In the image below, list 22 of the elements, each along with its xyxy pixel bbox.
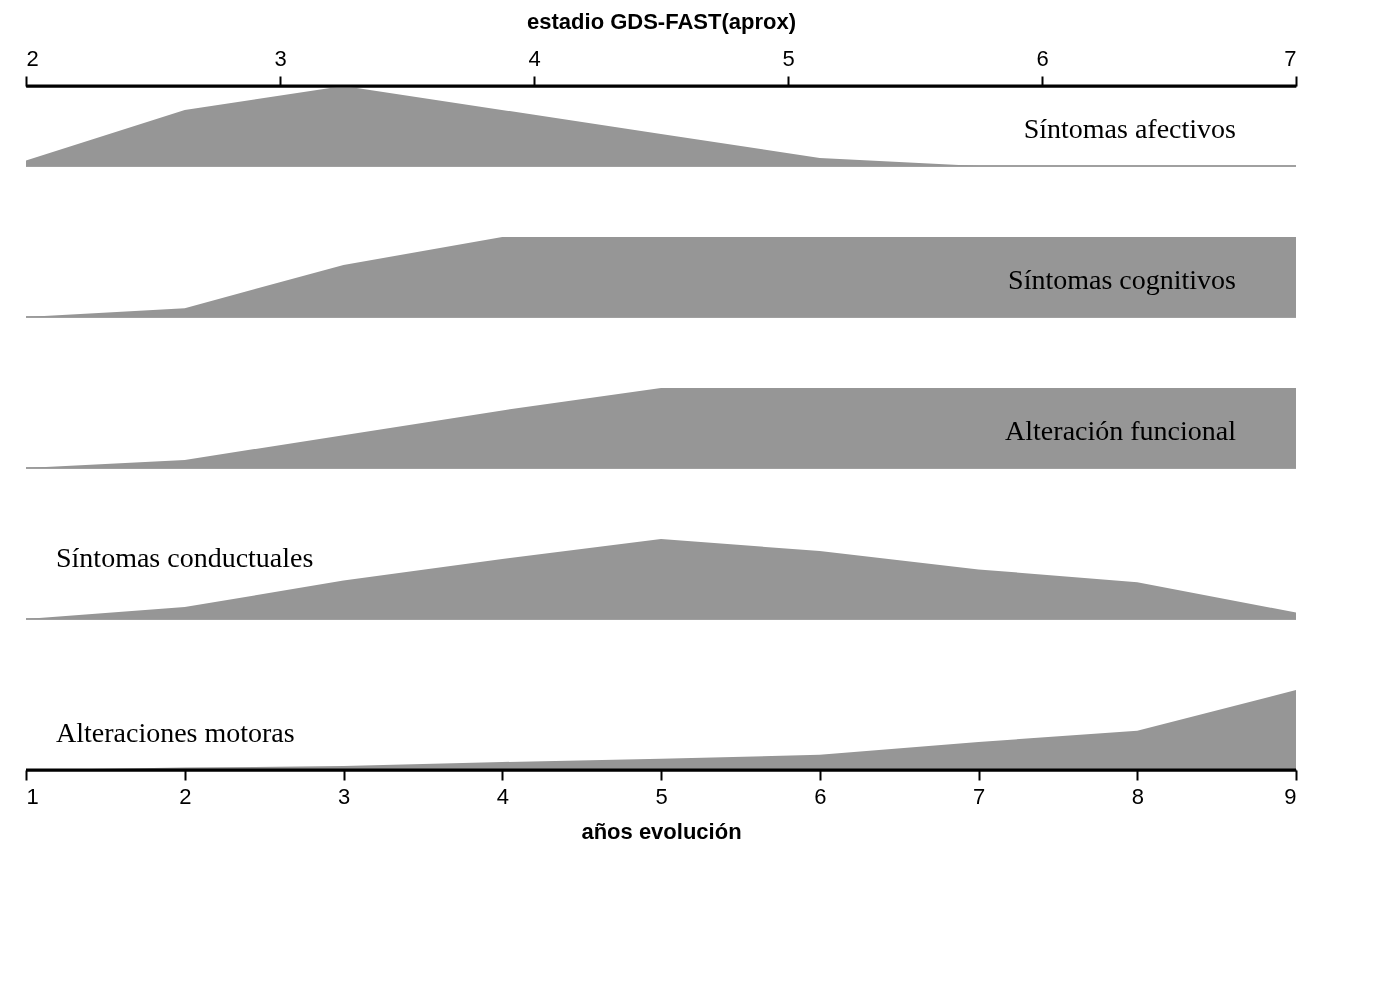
x-tick-label: 2 — [179, 783, 192, 809]
series-label: Síntomas cognitivos — [1008, 264, 1236, 295]
x-tick-label: 5 — [655, 783, 668, 809]
x-tick-label: 4 — [496, 783, 509, 809]
x2-tick-label: 2 — [26, 45, 39, 71]
x-tick-label: 1 — [26, 783, 39, 809]
x2-tick-label: 5 — [782, 45, 795, 71]
x-tick-label: 8 — [1131, 783, 1144, 809]
x2-tick-label: 3 — [274, 45, 287, 71]
series-label: Alteraciones motoras — [56, 717, 295, 748]
x-tick-label: 6 — [814, 783, 827, 809]
x-tick-label: 9 — [1284, 783, 1297, 809]
series-label: Síntomas conductuales — [56, 542, 314, 573]
x2-tick-label: 4 — [528, 45, 541, 71]
x2-tick-label: 7 — [1284, 45, 1297, 71]
x2-tick-label: 6 — [1036, 45, 1049, 71]
x-tick-label: 7 — [972, 783, 986, 809]
series-label: Alteración funcional — [1005, 415, 1237, 446]
series-label: Síntomas afectivos — [1023, 113, 1236, 144]
x-tick-label: 3 — [337, 783, 351, 809]
x-axis-title: años evolución — [581, 818, 742, 844]
x2-axis-title: estadio GDS-FAST(aprox) — [527, 8, 796, 34]
